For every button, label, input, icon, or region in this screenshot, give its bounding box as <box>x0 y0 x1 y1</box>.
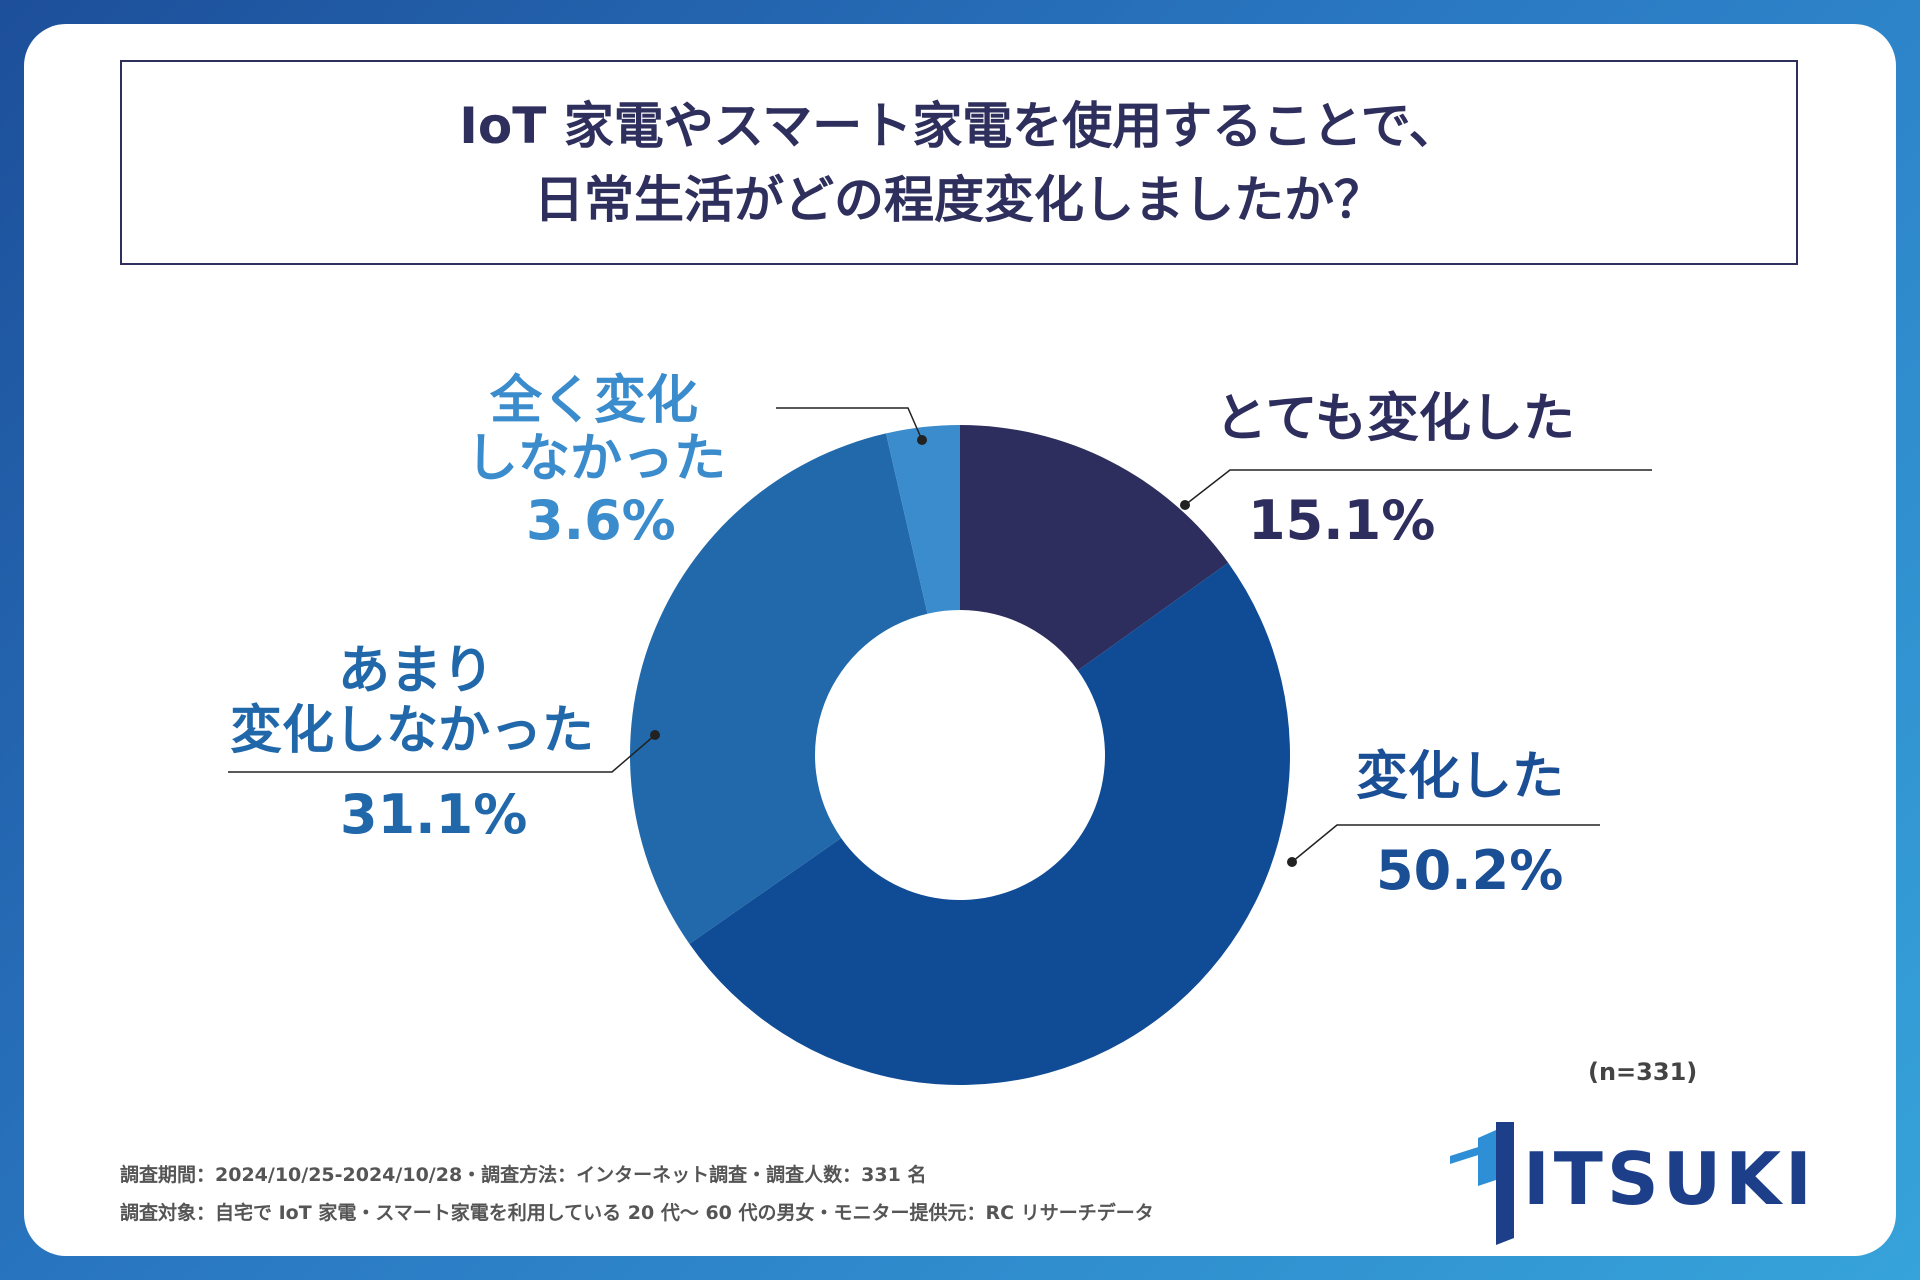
slice-not-much <box>630 433 928 944</box>
footer-line-2: 調査対象：自宅で IoT 家電・スマート家電を利用している 20 代～ 60 代… <box>120 1202 1154 1224</box>
title-line-2: 日常生活がどの程度変化しましたか？ <box>534 170 1384 229</box>
slice-very-changed <box>960 425 1229 671</box>
label-notmuch-value: 31.1% <box>340 783 528 846</box>
leader-line-notmuch <box>228 734 656 773</box>
slice-changed <box>689 562 1290 1085</box>
leader-line-none <box>776 407 923 441</box>
leader-line-very <box>1184 469 1652 506</box>
leader-dot-changed <box>1287 857 1297 867</box>
label-none-name-2: しなかった <box>466 429 727 489</box>
label-very-value: 15.1% <box>1248 489 1436 552</box>
title-box: IoT 家電やスマート家電を使用することで、 日常生活がどの程度変化しましたか？ <box>120 60 1798 265</box>
leader-dot-notmuch <box>650 730 660 740</box>
label-notmuch-name-2: 変化しなかった <box>230 701 595 761</box>
leader-dots <box>650 435 1297 867</box>
label-none-name-1: 全く変化 <box>490 371 699 431</box>
sample-size-label: (n=331) <box>1588 1058 1698 1086</box>
footer-line-1: 調査期間：2024/10/25-2024/10/28・調査方法：インターネット調… <box>120 1164 927 1186</box>
leader-line-changed <box>1291 824 1600 863</box>
leader-dot-none <box>917 435 927 445</box>
label-none-value: 3.6% <box>526 489 676 552</box>
label-changed-name: 変化した <box>1356 747 1565 807</box>
label-changed-value: 50.2% <box>1376 839 1564 902</box>
leader-dot-very <box>1180 500 1190 510</box>
label-notmuch-name-1: あまり <box>338 641 495 701</box>
itsuki-logo-mark-icon <box>1450 1122 1514 1245</box>
label-very-name: とても変化した <box>1215 389 1575 449</box>
slice-not-at-all <box>885 425 960 614</box>
itsuki-logo-text: ITSUKI <box>1523 1137 1816 1221</box>
title-line-1: IoT 家電やスマート家電を使用することで、 <box>459 96 1459 155</box>
leader-lines <box>228 407 1652 863</box>
